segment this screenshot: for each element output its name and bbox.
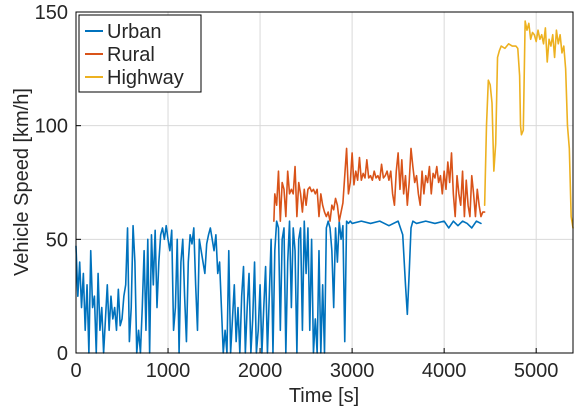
x-tick-label: 2000 — [238, 360, 283, 382]
series-line-rural — [273, 147, 486, 222]
y-ticks: 0 50 100 150 — [35, 2, 81, 365]
legend-label-urban: Urban — [107, 21, 161, 43]
y-axis-label: Vehicle Speed [km/h] — [11, 88, 33, 276]
x-ticks: 0 1000 2000 3000 4000 5000 — [70, 348, 558, 382]
series-line-highway — [483, 20, 574, 229]
y-tick-label: 100 — [35, 116, 68, 138]
legend-label-rural: Rural — [107, 44, 155, 66]
x-tick-label: 5000 — [514, 360, 559, 382]
series-line-urban — [75, 220, 482, 354]
legend-label-highway: Highway — [107, 67, 184, 89]
x-tick-label: 3000 — [330, 360, 375, 382]
y-tick-label: 0 — [57, 343, 68, 365]
plot-frame — [75, 11, 574, 354]
y-tick-label: 150 — [35, 2, 68, 24]
x-tick-label: 4000 — [422, 360, 467, 382]
series-layer — [75, 20, 574, 354]
x-axis-label: Time [s] — [289, 385, 359, 407]
x-tick-label: 0 — [70, 360, 81, 382]
y-tick-label: 50 — [46, 229, 68, 251]
x-tick-label: 1000 — [146, 360, 191, 382]
